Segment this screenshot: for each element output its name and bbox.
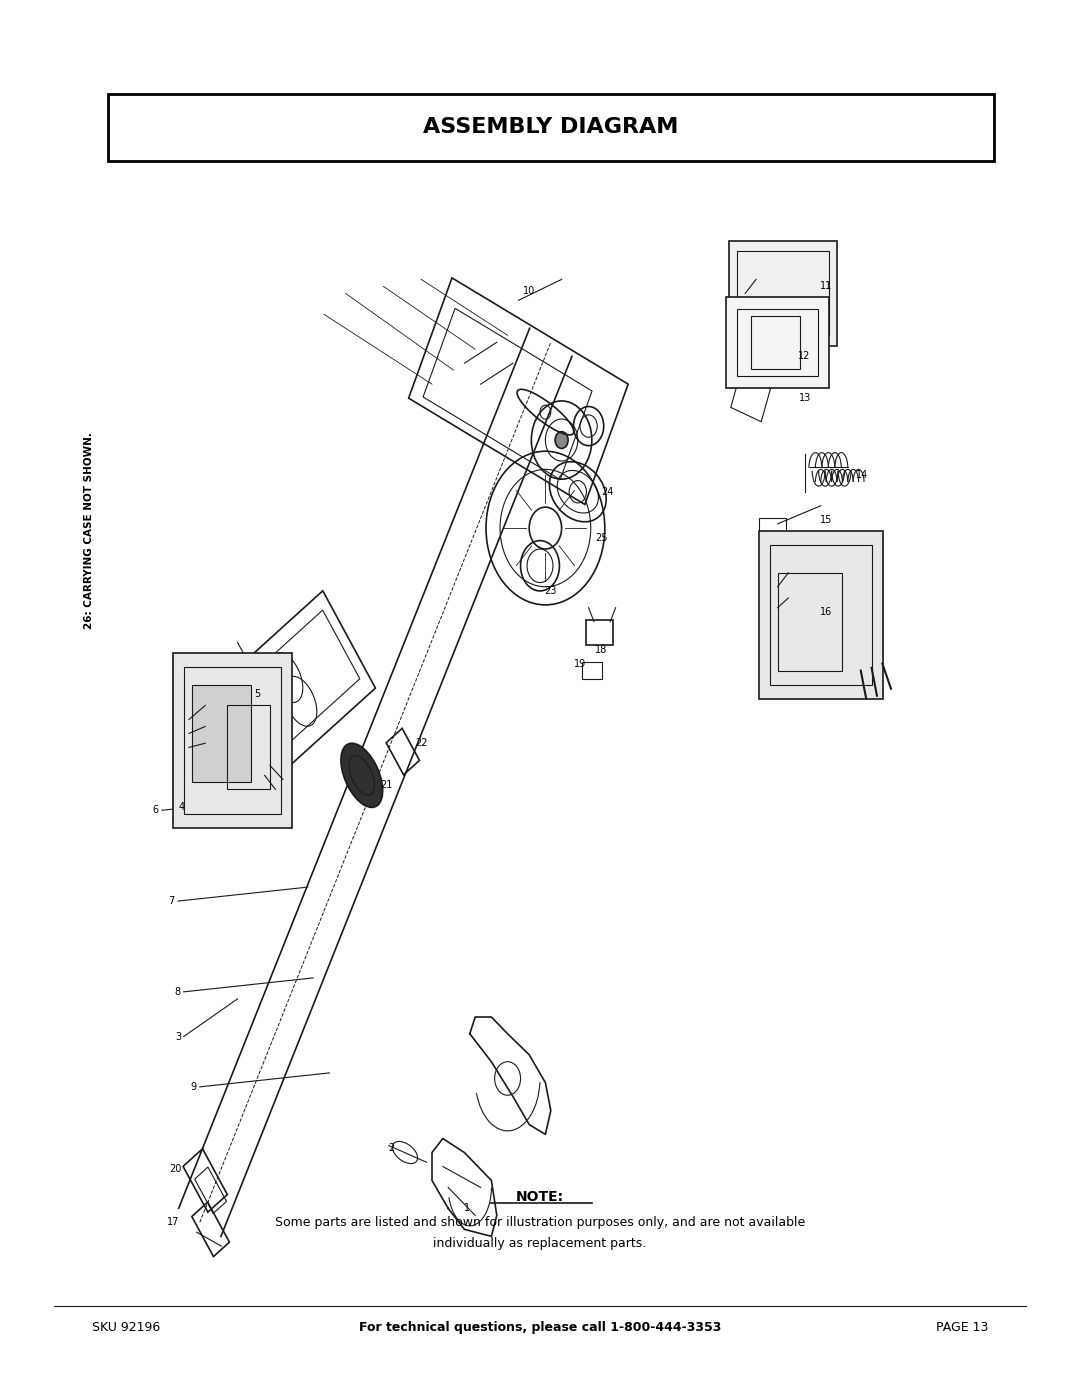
Text: 12: 12: [798, 351, 811, 362]
Text: 9: 9: [190, 1081, 197, 1092]
Bar: [387, 728, 419, 775]
Bar: [227, 705, 270, 789]
Bar: [726, 296, 828, 387]
Text: 4: 4: [178, 802, 185, 813]
Text: 3: 3: [175, 1031, 181, 1042]
Text: For technical questions, please call 1-800-444-3353: For technical questions, please call 1-8…: [359, 1320, 721, 1334]
Text: 2: 2: [388, 1143, 394, 1154]
Bar: [192, 1203, 229, 1256]
Bar: [423, 309, 592, 479]
Text: individually as replacement parts.: individually as replacement parts.: [433, 1236, 647, 1250]
Circle shape: [555, 432, 568, 448]
Text: 26: CARRYING CASE NOT SHOWN.: 26: CARRYING CASE NOT SHOWN.: [83, 433, 94, 629]
Bar: [582, 662, 602, 679]
Text: 25: 25: [595, 532, 608, 543]
Bar: [207, 591, 376, 792]
Bar: [759, 518, 786, 543]
Bar: [737, 309, 819, 376]
Bar: [737, 335, 786, 383]
Text: Some parts are listed and shown for illustration purposes only, and are not avai: Some parts are listed and shown for illu…: [275, 1215, 805, 1229]
Text: 17: 17: [166, 1217, 179, 1228]
Bar: [184, 668, 281, 813]
Bar: [769, 545, 873, 685]
Bar: [408, 278, 629, 504]
Text: 20: 20: [168, 1164, 181, 1175]
Text: 15: 15: [820, 514, 833, 525]
Text: 16: 16: [820, 606, 833, 617]
Bar: [731, 374, 770, 422]
Text: 8: 8: [174, 986, 180, 997]
Text: 24: 24: [600, 486, 613, 497]
Text: 23: 23: [544, 585, 557, 597]
Bar: [192, 685, 251, 782]
Text: 1: 1: [463, 1203, 470, 1214]
Text: NOTE:: NOTE:: [516, 1190, 564, 1204]
Bar: [184, 1148, 227, 1213]
Bar: [737, 251, 829, 335]
Bar: [759, 531, 883, 698]
Ellipse shape: [341, 743, 382, 807]
Text: PAGE 13: PAGE 13: [936, 1320, 988, 1334]
Text: 13: 13: [798, 393, 811, 404]
Text: SKU 92196: SKU 92196: [92, 1320, 160, 1334]
Text: 5: 5: [254, 689, 260, 700]
Text: 6: 6: [152, 805, 159, 816]
Bar: [234, 610, 360, 759]
Text: ASSEMBLY DIAGRAM: ASSEMBLY DIAGRAM: [423, 117, 678, 137]
Text: 22: 22: [415, 738, 428, 749]
Bar: [108, 94, 994, 161]
Bar: [752, 316, 799, 369]
Text: 7: 7: [168, 895, 175, 907]
Bar: [729, 242, 837, 345]
Text: 14: 14: [855, 469, 868, 481]
Bar: [586, 620, 613, 645]
Text: 10: 10: [523, 285, 536, 296]
Text: 21: 21: [380, 780, 393, 791]
Bar: [778, 573, 842, 671]
Bar: [173, 654, 292, 827]
Text: 11: 11: [820, 281, 833, 292]
Text: 19: 19: [573, 658, 586, 669]
Text: 18: 18: [595, 644, 608, 655]
Bar: [194, 1166, 227, 1214]
